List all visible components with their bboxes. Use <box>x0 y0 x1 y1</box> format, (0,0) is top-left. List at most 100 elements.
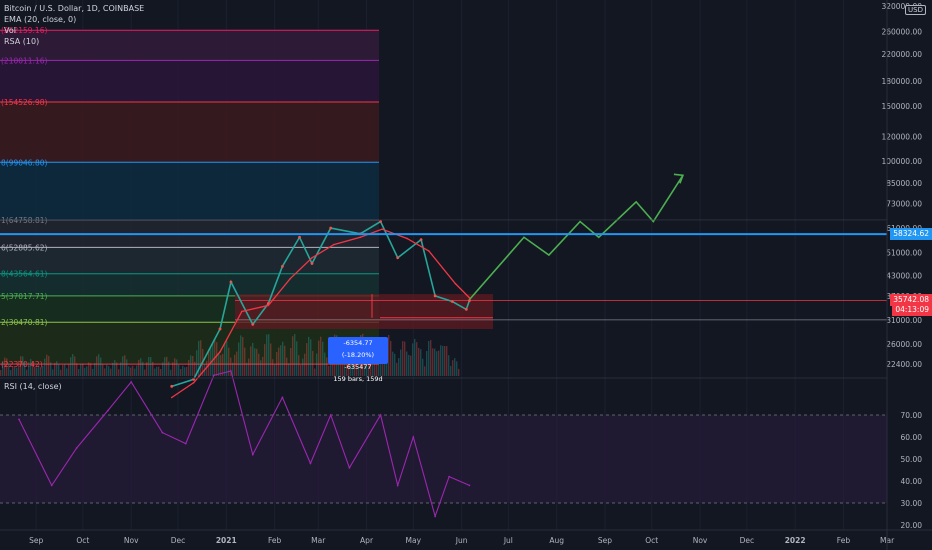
volume-bar <box>92 368 94 376</box>
volume-bar <box>78 368 80 376</box>
volume-bar <box>328 365 330 376</box>
volume-bar <box>28 362 30 376</box>
volume-bar <box>312 350 314 376</box>
volume-bar <box>302 358 304 376</box>
volume-bar <box>94 363 96 376</box>
time-tick-label: Apr <box>360 536 374 545</box>
volume-bar <box>448 355 450 376</box>
ema-point <box>454 282 457 285</box>
close-point <box>229 280 233 284</box>
rsi-line <box>18 370 470 519</box>
time-tick-label: Aug <box>549 536 564 545</box>
volume-bar <box>148 356 150 376</box>
volume-bar <box>434 348 436 376</box>
volume-bar <box>154 368 156 376</box>
ema-point <box>381 228 383 230</box>
price-tick-label: 180000.00 <box>881 77 922 86</box>
volume-bar <box>228 347 230 376</box>
rsi-legend[interactable]: RSI (14, close) <box>4 382 62 391</box>
volume-bar <box>68 364 70 376</box>
close-point <box>379 220 382 223</box>
volume-bar <box>394 353 396 376</box>
measure-tooltip: -6354.77 (-18.20%) -635477 159 bars, 159… <box>328 337 388 383</box>
ema-point <box>289 277 291 280</box>
fib-label: 6(52885.62) <box>1 243 47 252</box>
close-point <box>251 322 255 326</box>
volume-bar <box>314 368 316 376</box>
ema-series <box>170 228 471 399</box>
price-tick-label: 150000.00 <box>881 102 922 111</box>
volume-bar <box>200 340 202 376</box>
volume-bar <box>176 359 178 376</box>
close-point <box>192 377 195 381</box>
time-axis: Sep Oct Nov Dec 2021 Feb Mar Apr May Jun Jul Aug Sep… <box>29 536 895 545</box>
volume-bar <box>318 340 320 376</box>
ema-point <box>311 256 313 259</box>
volume-bar <box>168 361 170 376</box>
fib-zone <box>0 30 379 61</box>
volume-bar <box>52 369 54 376</box>
rsi-point <box>251 453 254 456</box>
volume-bar <box>342 360 344 376</box>
close-point <box>329 226 333 230</box>
support-zone <box>235 294 887 329</box>
rsi-tick-label: 40.00 <box>901 477 923 486</box>
volume-bar <box>380 356 382 376</box>
volume-bar <box>440 345 442 376</box>
volume-bar <box>446 346 448 376</box>
volume-bar <box>276 351 278 376</box>
fib-label: (154526.98) <box>1 98 47 107</box>
volume-bar <box>330 357 332 376</box>
rsi-point <box>329 414 332 416</box>
volume-bar <box>178 364 180 376</box>
price-tick-label: 31000.00 <box>886 316 922 325</box>
volume-bar <box>150 357 152 376</box>
time-tick-label: Oct <box>645 536 658 545</box>
measure-line-1: -6354.77 (-18.20%) -635477 <box>341 339 375 371</box>
close-point <box>433 294 437 298</box>
volume-bar <box>432 348 434 376</box>
volume-bar <box>438 350 440 376</box>
volume-bar <box>158 366 160 376</box>
currency-badge[interactable]: USD <box>905 5 926 15</box>
support-zone-rect <box>235 294 493 329</box>
fib-zone <box>0 60 379 102</box>
volume-bar <box>124 355 126 376</box>
rsa-legend[interactable]: RSA (10) <box>4 37 40 46</box>
volume-bar <box>156 366 158 376</box>
volume-bar <box>256 348 258 376</box>
volume-bar <box>2 361 4 376</box>
fib-label: (210011.16) <box>1 56 47 65</box>
volume-bar <box>166 356 168 376</box>
ema-legend[interactable]: EMA (20, close, 0) <box>4 15 77 24</box>
volume-bar <box>146 362 148 376</box>
volume-bar <box>96 356 98 376</box>
volume-bar <box>292 336 294 376</box>
volume-bar <box>340 362 342 376</box>
rsi-pane <box>0 370 887 519</box>
volume-bar <box>236 351 238 376</box>
horizontal-level-line <box>0 219 887 236</box>
volume-bar <box>366 356 368 376</box>
volume-bar <box>34 366 36 376</box>
rsi-point <box>184 442 187 445</box>
volume-bar <box>18 360 20 376</box>
volume-legend[interactable]: Vol <box>4 26 16 35</box>
volume-bar <box>136 365 138 376</box>
volume-bar <box>62 364 64 376</box>
volume-bar <box>12 366 14 376</box>
volume-bar <box>10 369 12 376</box>
volume-bar <box>116 362 118 376</box>
volume-bar <box>152 361 154 376</box>
volume-bar <box>288 363 290 376</box>
volume-bar <box>72 354 74 376</box>
symbol-title[interactable]: Bitcoin / U.S. Dollar, 1D, COINBASE <box>4 4 145 13</box>
volume-bar <box>452 360 454 376</box>
fib-zone <box>0 247 379 274</box>
volume-bar <box>260 360 262 376</box>
rsi-tick-label: 30.00 <box>901 499 923 508</box>
volume-bar <box>180 369 182 376</box>
countdown-tag: 04:13:09 <box>892 304 932 316</box>
price-tick-label: 73000.00 <box>886 200 922 209</box>
